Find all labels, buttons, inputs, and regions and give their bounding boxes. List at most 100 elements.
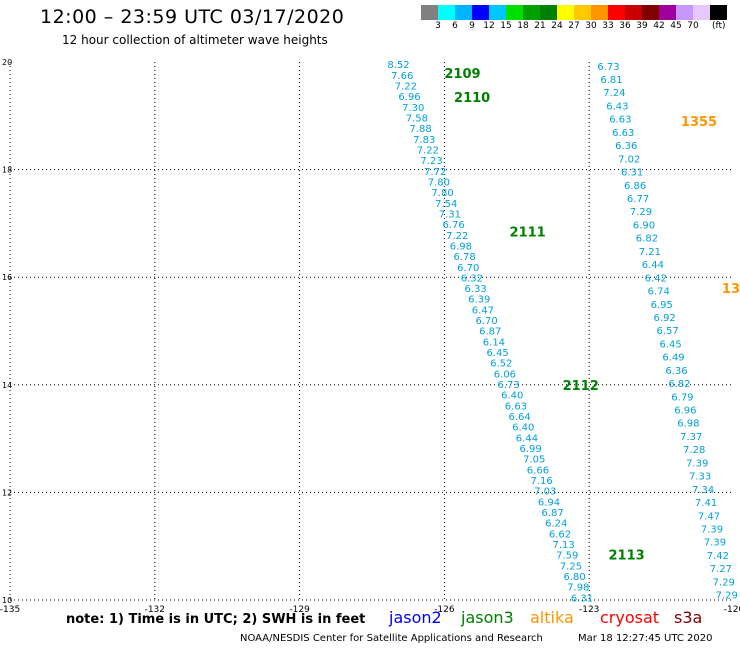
wave-height-label: 6.57 xyxy=(657,326,679,337)
wave-height-label: 6.36 xyxy=(615,141,637,152)
wave-height-label: 6.39 xyxy=(468,295,490,306)
wave-height-label: 6.82 xyxy=(636,234,658,245)
x-tick-label: -123 xyxy=(579,605,599,615)
pass-time-label: 2110 xyxy=(454,91,490,106)
colorbar-tick-label: 27 xyxy=(568,21,580,31)
wave-height-label: 6.63 xyxy=(609,115,631,126)
wave-height-label: 6.24 xyxy=(545,519,567,530)
wave-height-label: 6.32 xyxy=(461,273,483,284)
x-tick-label: -132 xyxy=(145,605,165,615)
wave-height-label: 7.30 xyxy=(402,103,424,114)
wave-height-label: 6.74 xyxy=(648,287,670,298)
wave-height-label: 7.83 xyxy=(413,135,435,146)
wave-height-label: 7.88 xyxy=(409,124,431,135)
wave-height-label: 7.23 xyxy=(420,156,442,167)
wave-height-label: 6.40 xyxy=(501,391,523,402)
colorbar-tick-label: 33 xyxy=(602,21,614,31)
colorbar-swatch xyxy=(455,5,472,20)
wave-height-label: 7.54 xyxy=(435,199,457,210)
colorbar-swatch xyxy=(506,5,523,20)
wave-height-label: 7.25 xyxy=(560,561,582,572)
legend-jason3: jason3 xyxy=(461,608,514,627)
pass-time-label: 2113 xyxy=(609,548,645,563)
colorbar-swatch xyxy=(421,5,438,20)
wave-height-label: 6.86 xyxy=(624,181,646,192)
wave-height-label: 6.70 xyxy=(475,316,497,327)
colorbar-tick-label: 12 xyxy=(483,21,495,31)
wave-height-label: 6.82 xyxy=(668,379,690,390)
wave-height-label: 6.40 xyxy=(512,423,534,434)
wave-height-label: 6.47 xyxy=(472,305,494,316)
legend-s3a: s3a xyxy=(674,608,703,627)
wave-height-label: 6.98 xyxy=(450,241,472,252)
y-tick-label: 16 xyxy=(2,273,12,282)
wave-height-label: 7.13 xyxy=(552,540,574,551)
pass-time-label: 2109 xyxy=(444,67,480,82)
x-tick-label: -135 xyxy=(0,605,20,615)
pass-time-label: 1354 xyxy=(722,282,740,297)
wave-height-label: 6.45 xyxy=(486,348,508,359)
wave-height-label: 7.21 xyxy=(639,247,661,258)
wave-height-label: 6.94 xyxy=(538,497,560,508)
wave-height-label: 6.63 xyxy=(505,401,527,412)
y-tick-label: 12 xyxy=(2,488,12,497)
wave-height-label: 6.31 xyxy=(571,593,593,604)
footer-credit: NOAA/NESDIS Center for Satellite Applica… xyxy=(240,633,543,644)
wave-height-label: 6.96 xyxy=(674,406,696,417)
wave-height-label: 7.05 xyxy=(523,455,545,466)
colorbar-tick-label: 39 xyxy=(636,21,648,31)
colorbar-swatch xyxy=(438,5,455,20)
wave-height-label: 6.96 xyxy=(398,92,420,103)
wave-height-label: 7.27 xyxy=(710,564,732,575)
colorbar-swatch xyxy=(659,5,676,20)
colorbar-swatch xyxy=(540,5,557,20)
wave-height-label: 6.42 xyxy=(645,273,667,284)
legend-altika: altika xyxy=(530,608,574,627)
colorbar-unit: (ft) xyxy=(712,21,726,31)
colorbar-swatch xyxy=(472,5,489,20)
wave-height-label: 7.22 xyxy=(446,231,468,242)
wave-height-label: 7.80 xyxy=(431,188,453,199)
wave-height-label: 7.28 xyxy=(683,445,705,456)
legend-jason2: jason2 xyxy=(389,608,442,627)
colorbar-tick-label: 21 xyxy=(534,21,546,31)
wave-height-label: 6.80 xyxy=(563,572,585,583)
wave-height-label: 7.29 xyxy=(630,207,652,218)
wave-height-label: 7.31 xyxy=(439,209,461,220)
wave-height-label: 6.95 xyxy=(651,300,673,311)
colorbar-tick-label: 36 xyxy=(619,21,631,31)
colorbar-tick-label: 30 xyxy=(585,21,597,31)
colorbar-swatch xyxy=(557,5,574,20)
wave-height-label: 6.49 xyxy=(662,353,684,364)
wave-height-label: 7.39 xyxy=(701,525,723,536)
wave-height-label: 7.41 xyxy=(695,498,717,509)
y-tick-label: 20 xyxy=(2,58,12,67)
wave-height-label: 7.22 xyxy=(417,145,439,156)
wave-height-label: 6.43 xyxy=(606,101,628,112)
wave-height-label: 6.31 xyxy=(621,168,643,179)
wave-height-label: 7.24 xyxy=(603,88,625,99)
wave-height-label: 7.47 xyxy=(698,511,720,522)
wave-height-label: 7.72 xyxy=(424,167,446,178)
wave-height-label: 7.80 xyxy=(428,177,450,188)
x-tick-label: -120 xyxy=(724,605,740,615)
y-tick-label: 18 xyxy=(2,166,12,175)
wave-height-label: 6.73 xyxy=(497,380,519,391)
wave-height-label: 7.66 xyxy=(391,71,413,82)
wave-height-label: 6.79 xyxy=(671,392,693,403)
colorbar-swatch xyxy=(591,5,608,20)
wave-height-label: 6.98 xyxy=(677,419,699,430)
wave-height-label: 6.64 xyxy=(508,412,530,423)
colorbar-tick-label: 45 xyxy=(670,21,682,31)
wave-height-label: 6.90 xyxy=(633,220,655,231)
wave-height-label: 6.87 xyxy=(479,327,501,338)
wave-height-label: 6.87 xyxy=(541,508,563,519)
colorbar-swatch xyxy=(693,5,710,20)
wave-height-label: 7.58 xyxy=(406,113,428,124)
colorbar-swatch xyxy=(625,5,642,20)
wave-height-label: 6.06 xyxy=(494,369,516,380)
pass-time-label: 2111 xyxy=(510,225,546,240)
wave-height-label: 7.16 xyxy=(530,476,552,487)
colorbar-tick-label: 42 xyxy=(653,21,665,31)
